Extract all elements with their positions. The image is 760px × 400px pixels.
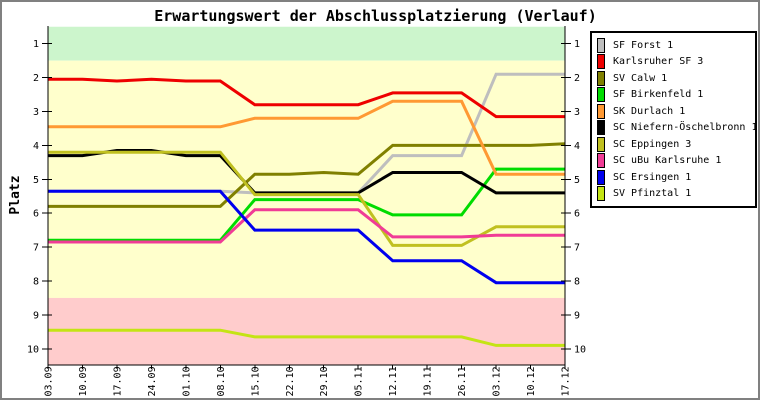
band-mittelfeld-zone xyxy=(48,60,565,298)
y-tick-label-right: 8 xyxy=(574,277,580,288)
x-tick-label: 22.10 xyxy=(285,366,296,396)
legend-swatch xyxy=(597,136,605,152)
y-tick-label-right: 4 xyxy=(574,141,580,152)
legend-item: SF Forst 1 xyxy=(597,37,750,53)
x-tick-label: 17.12 xyxy=(561,366,572,396)
y-tick-label-left: 1 xyxy=(33,39,39,50)
y-tick-label-right: 1 xyxy=(574,39,580,50)
legend-swatch xyxy=(597,87,605,103)
x-tick-label: 08.10 xyxy=(216,366,227,396)
legend-item: SC Ersingen 1 xyxy=(597,169,750,185)
x-tick-label: 15.10 xyxy=(250,366,261,396)
y-tick-label-left: 2 xyxy=(33,73,39,84)
series-lines xyxy=(48,72,566,347)
legend-swatch xyxy=(597,169,605,185)
x-tick-label: 19.11 xyxy=(423,366,434,396)
legend-item: SK Durlach 1 xyxy=(597,103,750,119)
x-tick-label: 24.09 xyxy=(147,366,158,396)
x-tick-label: 10.12 xyxy=(526,366,537,396)
y-tick-label-left: 7 xyxy=(33,243,39,254)
legend-swatch xyxy=(597,153,605,169)
y-tick-label-right: 7 xyxy=(574,243,580,254)
y-axis-ticks: 1 1 2 2 3 3 4 4 5 5 6 6 7 7 8 8 9 9 10 10 xyxy=(27,39,586,355)
y-tick-label-left: 4 xyxy=(33,141,39,152)
legend-item: SF Birkenfeld 1 xyxy=(597,87,750,103)
x-tick-label: 29.10 xyxy=(319,366,330,396)
legend-swatch xyxy=(597,54,605,70)
legend-item: SV Pfinztal 1 xyxy=(597,186,750,202)
legend-label: SC Eppingen 3 xyxy=(613,138,692,150)
y-tick-label-right: 6 xyxy=(574,209,580,220)
legend-label: SC Niefern-Öschelbronn 1 xyxy=(613,122,758,134)
series-line-sv-calw-1 xyxy=(48,142,566,208)
x-tick-label: 26.11 xyxy=(457,366,468,396)
legend-item: SC Eppingen 3 xyxy=(597,136,750,152)
x-tick-label: 12.11 xyxy=(388,366,399,396)
y-tick-label-left: 8 xyxy=(33,277,39,288)
y-tick-label-right: 3 xyxy=(574,107,580,118)
legend-label: SC Ersingen 1 xyxy=(613,171,692,183)
y-tick-label-right: 5 xyxy=(574,175,580,186)
x-tick-label: 03.12 xyxy=(492,366,503,396)
legend-swatch xyxy=(597,37,605,53)
y-tick-label-left: 3 xyxy=(33,107,39,118)
y-tick-label-right: 9 xyxy=(574,310,580,321)
legend-item: Karlsruher SF 3 xyxy=(597,54,750,70)
legend-label: SV Calw 1 xyxy=(613,72,668,84)
y-tick-label-right: 2 xyxy=(574,73,580,84)
series-line-karlsruher-sf-3 xyxy=(48,77,565,119)
legend-label: SV Pfinztal 1 xyxy=(613,188,692,200)
legend-swatch xyxy=(597,70,605,86)
band-aufstieg-zone xyxy=(48,26,565,61)
legend-label: SK Durlach 1 xyxy=(613,105,686,117)
legend-swatch xyxy=(597,103,605,119)
x-tick-label: 17.09 xyxy=(112,366,123,396)
zone-bands xyxy=(48,26,565,365)
legend-label: SC uBu Karlsruhe 1 xyxy=(613,155,722,167)
series-line-sv-pfinztal-1 xyxy=(48,328,565,347)
series-line-sc-niefern-schelbronn-1 xyxy=(48,149,565,195)
series-line-sk-durlach-1 xyxy=(48,99,565,176)
x-tick-label: 10.09 xyxy=(78,366,89,396)
y-tick-label-left: 9 xyxy=(33,310,39,321)
legend-swatch xyxy=(597,120,605,136)
chart-title: Erwartungswert der Abschlussplatzierung … xyxy=(154,7,597,25)
legend-item: SV Calw 1 xyxy=(597,70,750,86)
axes-frame xyxy=(47,26,566,366)
y-tick-label-left: 10 xyxy=(27,344,39,355)
y-tick-label-right: 10 xyxy=(574,344,586,355)
series-line-sf-birkenfeld-1 xyxy=(48,167,565,242)
series-line-sc-ersingen-1 xyxy=(48,189,565,285)
legend-label: SF Forst 1 xyxy=(613,39,674,51)
legend-item: SC uBu Karlsruhe 1 xyxy=(597,153,750,169)
x-tick-label: 05.11 xyxy=(354,366,365,396)
series-line-sc-ubu-karlsruhe-1 xyxy=(48,208,565,244)
legend-label: SF Birkenfeld 1 xyxy=(613,89,704,101)
legend-box: SF Forst 1 Karlsruher SF 3 SV Calw 1 SF … xyxy=(590,31,758,208)
x-axis-ticks: 03.09 10.09 17.09 24.09 01.10 08.10 15.10 22.10… xyxy=(44,365,572,397)
legend-item: SC Niefern-Öschelbronn 1 xyxy=(597,120,758,136)
legend-swatch xyxy=(597,186,605,202)
y-tick-label-left: 5 xyxy=(33,175,39,186)
x-tick-label: 01.10 xyxy=(181,366,192,396)
y-tick-label-left: 6 xyxy=(33,209,39,220)
legend-label: Karlsruher SF 3 xyxy=(613,56,704,68)
x-tick-label: 03.09 xyxy=(44,366,55,396)
